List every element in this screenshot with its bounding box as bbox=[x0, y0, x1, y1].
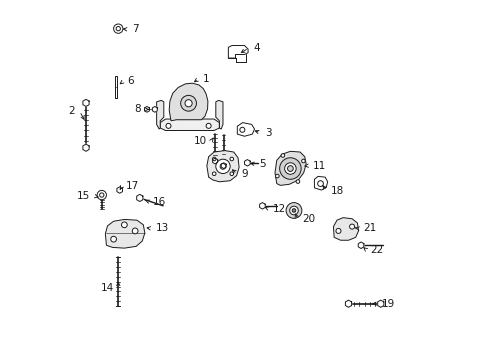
Text: 1: 1 bbox=[203, 74, 209, 84]
Text: 13: 13 bbox=[155, 224, 168, 233]
Circle shape bbox=[113, 24, 122, 33]
Text: 8: 8 bbox=[134, 104, 140, 114]
Circle shape bbox=[317, 181, 323, 186]
Polygon shape bbox=[237, 123, 254, 136]
Circle shape bbox=[121, 222, 127, 228]
Text: 16: 16 bbox=[153, 197, 166, 207]
Circle shape bbox=[229, 157, 233, 161]
Polygon shape bbox=[156, 100, 163, 129]
Circle shape bbox=[289, 206, 298, 215]
Text: 3: 3 bbox=[264, 128, 271, 138]
Circle shape bbox=[212, 172, 216, 176]
Polygon shape bbox=[115, 76, 117, 98]
Text: 10: 10 bbox=[194, 136, 207, 145]
Polygon shape bbox=[160, 119, 219, 131]
Polygon shape bbox=[83, 99, 89, 107]
Circle shape bbox=[296, 180, 299, 183]
Polygon shape bbox=[215, 100, 223, 129]
Text: 18: 18 bbox=[330, 186, 344, 196]
Circle shape bbox=[220, 163, 225, 169]
Polygon shape bbox=[83, 144, 89, 151]
Polygon shape bbox=[221, 163, 226, 168]
Polygon shape bbox=[244, 159, 250, 166]
Circle shape bbox=[279, 158, 301, 179]
Text: 21: 21 bbox=[362, 224, 375, 233]
Polygon shape bbox=[152, 107, 157, 112]
Circle shape bbox=[206, 123, 211, 129]
Circle shape bbox=[275, 174, 279, 178]
Polygon shape bbox=[105, 220, 144, 248]
Text: 20: 20 bbox=[301, 215, 314, 224]
Polygon shape bbox=[117, 187, 122, 193]
Text: 5: 5 bbox=[258, 159, 265, 169]
Polygon shape bbox=[259, 203, 264, 209]
Text: 15: 15 bbox=[77, 191, 90, 201]
Text: 4: 4 bbox=[253, 43, 259, 53]
Circle shape bbox=[229, 172, 233, 176]
Polygon shape bbox=[144, 107, 149, 112]
Polygon shape bbox=[228, 45, 247, 58]
Polygon shape bbox=[333, 218, 358, 240]
Text: 14: 14 bbox=[101, 283, 114, 293]
Circle shape bbox=[292, 209, 295, 212]
Text: 22: 22 bbox=[370, 245, 383, 255]
Circle shape bbox=[184, 100, 192, 107]
Polygon shape bbox=[169, 83, 207, 121]
Circle shape bbox=[132, 228, 138, 234]
Text: 7: 7 bbox=[132, 24, 139, 35]
Circle shape bbox=[180, 95, 196, 111]
Text: 9: 9 bbox=[241, 169, 248, 179]
Text: 11: 11 bbox=[312, 161, 325, 171]
Text: 2: 2 bbox=[68, 106, 75, 116]
Circle shape bbox=[284, 163, 296, 174]
Circle shape bbox=[110, 236, 116, 242]
Circle shape bbox=[335, 228, 340, 233]
Circle shape bbox=[349, 224, 354, 229]
Circle shape bbox=[165, 123, 171, 129]
Circle shape bbox=[281, 154, 284, 157]
Circle shape bbox=[215, 159, 230, 174]
Text: 6: 6 bbox=[127, 76, 134, 86]
Polygon shape bbox=[358, 242, 363, 248]
Circle shape bbox=[285, 203, 301, 219]
Polygon shape bbox=[345, 300, 351, 307]
Polygon shape bbox=[212, 158, 217, 164]
Text: 12: 12 bbox=[273, 204, 286, 214]
Polygon shape bbox=[314, 176, 327, 190]
Circle shape bbox=[287, 166, 293, 171]
Polygon shape bbox=[377, 300, 383, 307]
Circle shape bbox=[97, 190, 106, 200]
Circle shape bbox=[301, 159, 305, 163]
Polygon shape bbox=[274, 151, 305, 185]
Text: 17: 17 bbox=[126, 181, 139, 192]
Circle shape bbox=[212, 157, 216, 161]
Polygon shape bbox=[206, 150, 239, 182]
Circle shape bbox=[239, 127, 244, 132]
Circle shape bbox=[116, 27, 120, 31]
Text: 19: 19 bbox=[381, 299, 394, 309]
Polygon shape bbox=[137, 194, 142, 202]
Circle shape bbox=[100, 193, 104, 197]
